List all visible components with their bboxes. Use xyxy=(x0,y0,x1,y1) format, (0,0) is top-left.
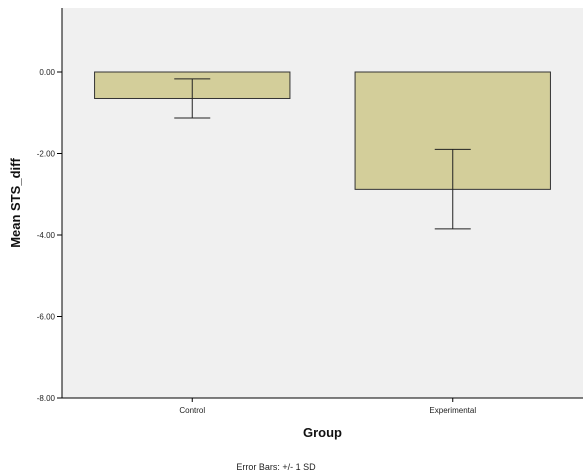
y-tick-label: -6.00 xyxy=(37,313,56,322)
x-tick-label: Control xyxy=(179,406,205,415)
y-tick-label: -8.00 xyxy=(37,394,56,403)
y-axis-ticks: 0.00 -2.00 -4.00 -6.00 -8.00 xyxy=(37,68,62,403)
y-tick-label: -2.00 xyxy=(37,150,56,159)
y-tick-label: -4.00 xyxy=(37,231,56,240)
axes xyxy=(61,8,583,399)
y-tick-label: 0.00 xyxy=(39,68,55,77)
y-axis-title: Mean STS_diff xyxy=(8,158,23,248)
x-tick-label: Experimental xyxy=(429,406,476,415)
x-axis-ticks: Control Experimental xyxy=(179,398,476,415)
x-axis-title: Group xyxy=(303,425,342,440)
plot-area xyxy=(62,8,583,398)
error-bars xyxy=(174,78,471,230)
error-bars-footnote: Error Bars: +/- 1 SD xyxy=(236,462,316,472)
